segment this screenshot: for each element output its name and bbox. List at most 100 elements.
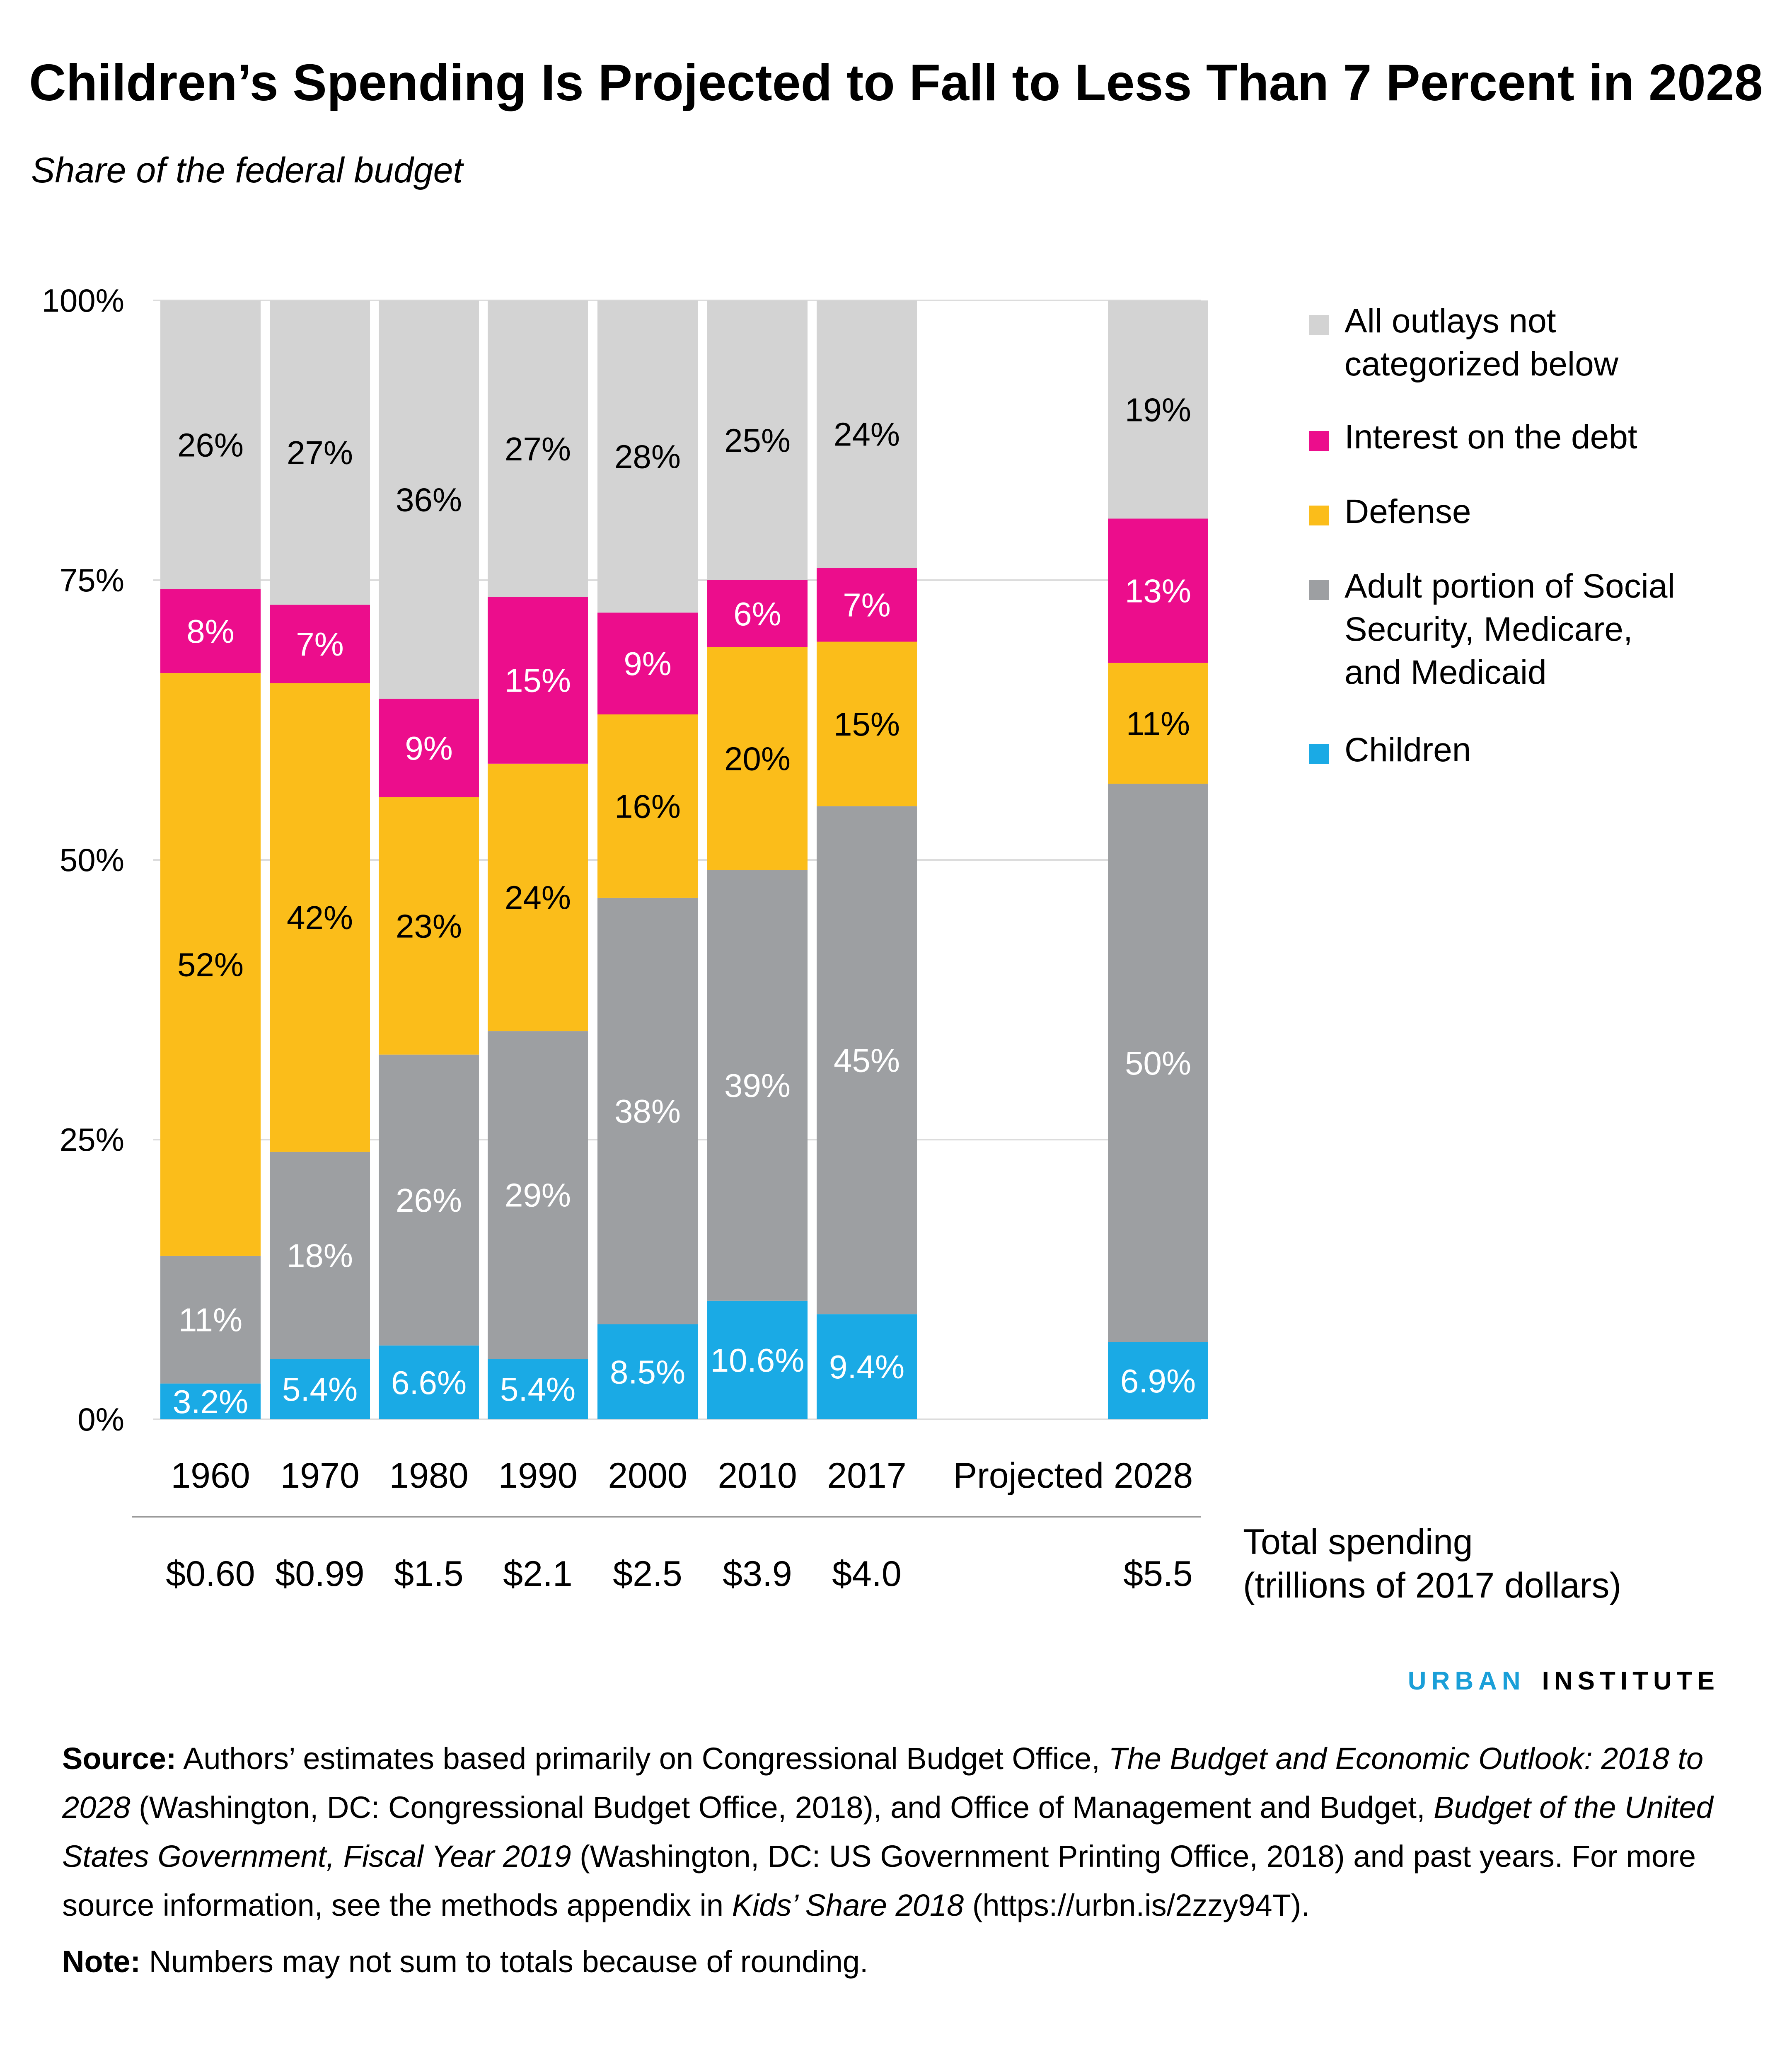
bar-segment [379,797,479,1055]
bar-segment [160,1383,261,1419]
total-spending-value: $1.5 [394,1554,463,1594]
source-text-4: (https://urbn.is/2zzy94T). [964,1888,1310,1922]
note-label: Note: [62,1944,141,1979]
bar-segment [817,300,917,568]
bar-segment [160,300,261,589]
total-spending-value: $3.9 [723,1554,792,1594]
legend-item: Adult portion of Social Security, Medicar… [1309,567,1675,691]
source-text-3: (Washington, DC: US Government Printing … [62,1839,1696,1922]
data-label: 39% [724,1067,791,1104]
data-label: 9.4% [829,1348,904,1385]
bar-stack: 5.4% 18% 42% 7% 27% [270,300,370,1419]
data-label: 25% [724,422,791,459]
bar-segment [817,568,917,642]
legend-label: Security, Medicare, [1344,610,1633,648]
source-text-1: Authors’ estimates based primarily on Co… [176,1741,1109,1776]
legend-swatch [1309,431,1329,451]
bar-segment [160,1256,261,1384]
x-tick-label: 2017 [827,1456,906,1496]
data-label: 27% [505,431,571,467]
bar-stack: 3.2% 11% 52% 8% 26% [160,300,261,1420]
x-tick-label: Projected 2028 [953,1456,1193,1496]
bar-segment [597,300,698,613]
bar-segment [488,1359,588,1419]
data-label: 11% [179,1302,242,1339]
data-label: 19% [1125,391,1191,428]
note-text: Numbers may not sum to totals because of… [140,1944,868,1979]
data-label: 27% [287,434,353,471]
source-label: Source: [62,1741,177,1776]
rounding-note: Note: Numbers may not sum to totals beca… [62,1937,1732,1986]
data-label: 26% [177,426,244,463]
bar-segment [597,714,698,898]
data-label: 50% [1125,1045,1191,1082]
data-label: 8.5% [610,1353,685,1390]
bar-segment [160,589,261,673]
data-label: 7% [843,586,891,623]
y-tick-label: 75% [60,562,124,598]
legend-label: categorized below [1344,345,1619,383]
stacked-bars: 3.2% 11% 52% 8% 26% 5.4% 18% 42% 7% 27% 6.6% 26% 23%… [160,300,1208,1420]
x-tick-label: 2010 [718,1456,797,1496]
data-label: 52% [177,946,244,983]
bar-stack: 8.5% 38% 16% 9% 28% [597,300,698,1419]
data-label: 45% [834,1042,900,1079]
data-label: 15% [834,706,900,743]
legend-swatch [1309,580,1329,600]
bar-segment [160,673,261,1256]
bar-stack: 5.4% 29% 24% 15% 27% [488,300,588,1419]
data-label: 6% [733,595,781,632]
data-label: 5.4% [282,1371,358,1408]
total-spending-label: Total spending [1243,1522,1473,1562]
bar-segment [1108,1342,1208,1419]
bar-segment [817,806,917,1314]
bar-segment [817,1314,917,1419]
legend-swatch [1309,315,1329,335]
y-axis: 0% 25% 50% 75% 100% [42,282,125,1438]
bar-segment [379,1345,479,1419]
bar-stack: 10.6% 39% 20% 6% 25% [707,300,808,1419]
data-label: 13% [1125,573,1191,610]
legend-label: Interest on the debt [1344,418,1637,456]
data-label: 16% [614,788,681,825]
x-tick-label: 1990 [498,1456,577,1496]
data-label: 38% [614,1093,681,1130]
y-tick-label: 50% [60,842,124,878]
x-tick-label: 1970 [280,1456,359,1496]
total-spending-value: $0.99 [275,1554,364,1594]
bar-segment [379,300,479,699]
bar-segment [270,300,370,605]
data-label: 15% [505,662,571,699]
bar-segment [270,1152,370,1359]
y-tick-label: 25% [60,1121,124,1158]
legend-swatch [1309,506,1329,525]
bar-stack: 9.4% 45% 15% 7% 24% [817,300,917,1419]
legend-label: Adult portion of Social [1344,567,1675,605]
x-tick-label: 1960 [171,1456,250,1496]
legend-label: Children [1344,731,1471,769]
x-tick-label: 1980 [389,1456,468,1496]
data-label: 42% [287,899,353,936]
legend-item: All outlays not categorized below [1309,302,1619,383]
data-label: 24% [834,416,900,453]
data-label: 23% [396,908,462,944]
data-label: 18% [287,1237,353,1274]
source-title-2: Budget of the United States Government, … [62,1790,1713,1874]
data-label: 8% [186,613,235,650]
bar-segment [707,1300,808,1419]
bar-stack: 6.9% 50% 11% 13% 19% [1108,300,1208,1419]
urban-institute-logo: URBAN INSTITUTE [1408,1667,1719,1695]
bar-segment [379,699,479,797]
data-label: 28% [614,438,681,475]
total-spending-label: (trillions of 2017 dollars) [1243,1566,1621,1605]
y-tick-label: 100% [42,282,125,319]
data-label: 9% [405,730,453,767]
y-tick-label: 0% [77,1401,124,1438]
bar-segment [270,605,370,683]
source-note: Source: Authors’ estimates based primari… [62,1734,1732,1930]
bar-segment [597,1324,698,1419]
total-spending-value: $2.5 [613,1554,682,1594]
bar-segment [707,870,808,1301]
bar-segment [817,641,917,806]
